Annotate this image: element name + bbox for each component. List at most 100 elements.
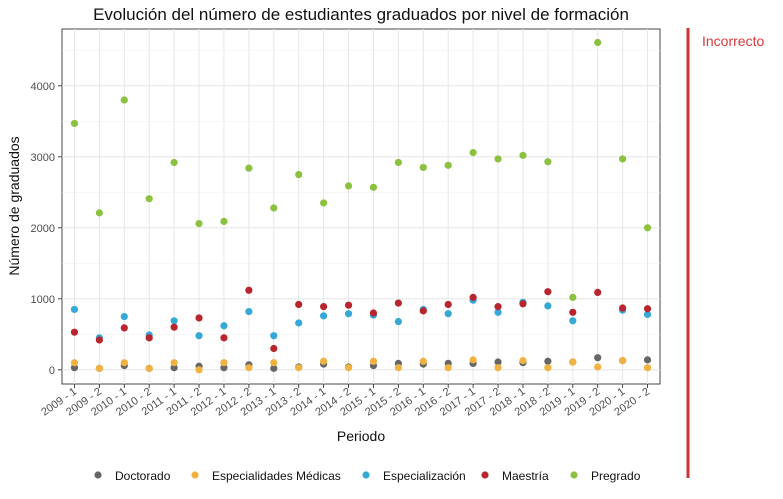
plot-panel [61,28,661,385]
data-points [70,38,652,374]
y-axis-title: Número de graduados [6,136,22,275]
data-point [295,300,303,309]
data-point [544,364,552,372]
legend-marker [481,471,489,479]
data-point [220,364,228,372]
data-point [619,356,627,365]
data-point [320,303,328,311]
data-point [195,314,203,322]
data-point [120,312,128,321]
data-point [220,334,228,342]
data-point [569,293,577,301]
data-point [170,359,178,367]
data-point [344,364,353,372]
data-point [569,358,577,366]
data-point [469,148,477,157]
data-point [245,164,253,172]
data-point [469,293,477,301]
data-point [270,344,278,353]
data-point [145,364,153,372]
data-point [70,119,79,128]
data-point [369,183,378,191]
data-point [120,359,128,367]
data-point [444,161,452,169]
data-point [70,305,79,314]
data-point [95,364,103,372]
data-point [619,155,627,163]
data-point [544,357,552,365]
data-point [444,364,452,372]
data-point [594,38,602,47]
data-point [643,305,652,313]
data-point [195,366,203,374]
y-tick-label: 4000 [31,81,55,93]
data-point [419,357,427,365]
data-point [519,151,527,159]
data-point [95,336,103,344]
series-3 [70,286,652,353]
x-axis-title: Periodo [337,428,385,444]
data-point [494,155,502,163]
legend-marker [191,471,199,479]
data-point [70,364,79,372]
data-point [170,158,178,167]
data-point [544,158,552,166]
data-point [594,363,602,371]
y-tick-label: 0 [49,365,55,377]
data-point [145,334,153,342]
data-point [394,299,402,307]
data-point [419,307,427,315]
data-point [643,310,652,319]
data-point [569,317,577,325]
data-point [295,170,303,179]
data-point [594,288,602,297]
data-point [544,288,552,296]
data-point [220,217,228,226]
data-point [494,364,502,372]
data-point [295,319,303,327]
data-point [270,332,278,340]
data-point [369,309,378,317]
legend-label: Especialización [383,469,466,483]
legend-marker [94,471,102,479]
data-point [344,182,353,190]
data-point [245,286,253,294]
data-point [320,357,328,365]
legend-label: Pregrado [591,469,641,483]
legend-label: Maestría [502,469,549,483]
data-point [643,364,652,372]
data-point [270,204,278,212]
data-point [569,308,577,316]
legend-label: Doctorado [115,469,171,483]
data-point [469,356,477,364]
data-point [444,300,452,309]
data-point [170,364,178,372]
data-point [494,358,502,366]
data-point [344,301,353,309]
data-point [245,364,253,372]
data-point [494,308,502,316]
data-point [70,328,79,336]
data-point [494,303,502,311]
data-point [344,310,353,318]
side-annotation-label: Incorrecto [702,33,764,49]
data-point [519,356,527,365]
series-1 [70,356,652,374]
chart-title: Evolución del número de estudiantes grad… [93,5,629,24]
data-point [394,364,402,372]
data-point [170,317,178,325]
series-4 [70,38,652,301]
data-point [519,300,527,308]
legend-marker [570,471,578,479]
data-point [270,359,278,367]
data-point [643,224,652,232]
y-tick-label: 1000 [31,294,55,306]
data-point [320,199,328,207]
data-point [220,359,228,367]
data-point [419,163,427,172]
legend-marker [362,471,370,479]
data-point [95,209,103,217]
data-point [170,323,178,331]
